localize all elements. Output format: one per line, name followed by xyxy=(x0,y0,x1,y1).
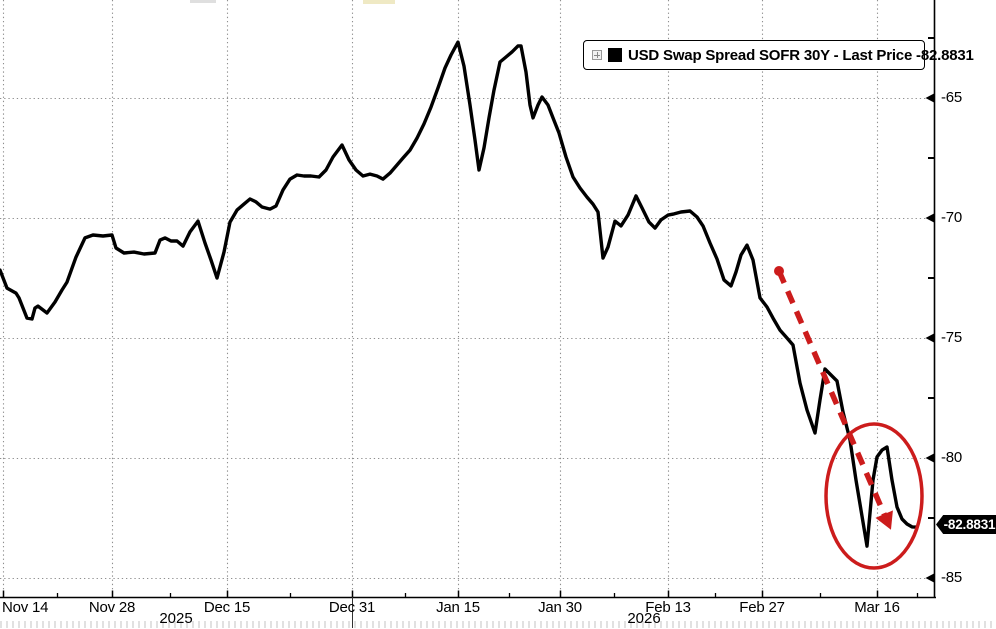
highlight-ellipse xyxy=(824,422,924,570)
x-axis-label: Jan 15 xyxy=(436,599,480,616)
x-axis-label: Nov 14 xyxy=(2,599,49,616)
trend-arrow-start-dot xyxy=(774,266,784,276)
y-major-tick-arrow-icon xyxy=(925,453,934,463)
year-label-2026: 2026 xyxy=(627,610,661,627)
y-axis-label: -75 xyxy=(941,329,963,346)
price-line-series xyxy=(0,40,918,548)
legend-label: USD Swap Spread SOFR 30Y - Last Price -8… xyxy=(628,46,974,64)
y-major-tick-arrow-icon xyxy=(925,213,934,223)
y-major-tick-arrow-icon xyxy=(925,573,934,583)
y-major-tick-arrow-icon xyxy=(925,93,934,103)
x-axis-label: Dec 31 xyxy=(328,599,376,616)
x-axis-label: Dec 15 xyxy=(203,599,251,616)
trend-arrow-dashed-line xyxy=(776,269,888,518)
y-axis-label: -70 xyxy=(941,209,963,226)
trend-arrowhead-icon xyxy=(875,510,893,530)
cropped-ui-artifact xyxy=(190,0,216,3)
y-axis-label: -80 xyxy=(941,449,963,466)
last-price-badge: -82.8831 xyxy=(936,515,996,534)
y-major-tick-arrow-icon xyxy=(925,333,934,343)
cropped-footer-text-artifact xyxy=(0,621,996,628)
x-axis-label: Mar 16 xyxy=(854,599,900,616)
x-axis-label: Feb 13 xyxy=(645,599,691,616)
legend-expand-icon[interactable] xyxy=(592,50,602,60)
series-swatch-icon xyxy=(608,48,622,62)
year-label-2025: 2025 xyxy=(159,610,193,627)
cropped-ui-artifact xyxy=(363,0,395,4)
y-axis-label: -65 xyxy=(941,89,963,106)
y-axis-label: -85 xyxy=(941,569,963,586)
x-axis-label: Jan 30 xyxy=(538,599,582,616)
x-axis-label: Feb 27 xyxy=(739,599,785,616)
x-axis-label: Nov 28 xyxy=(88,599,136,616)
legend-box[interactable]: USD Swap Spread SOFR 30Y - Last Price -8… xyxy=(583,40,974,70)
